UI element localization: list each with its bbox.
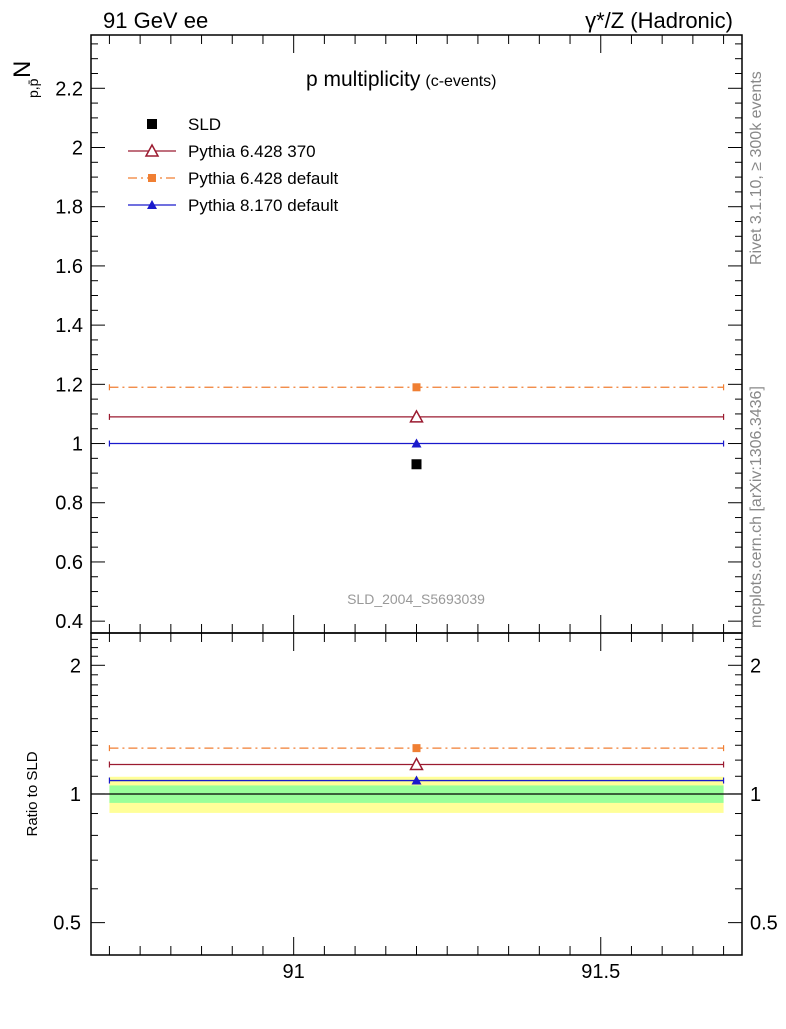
- main-series-marker: [412, 383, 421, 392]
- legend-marker: [147, 119, 157, 129]
- main-ytick-label: 1.8: [55, 197, 83, 219]
- main-series-markers: [409, 383, 424, 470]
- ratio-ytick-label-left: 0.5: [53, 913, 81, 935]
- main-ytick-label: 1.6: [55, 256, 83, 278]
- main-ylabel: N p,p̄: [9, 61, 41, 98]
- main-series-marker: [409, 409, 424, 423]
- ratio-ytick-label-right: 2: [750, 655, 761, 677]
- analysis-watermark: SLD_2004_S5693039: [347, 591, 485, 607]
- ratio-ytick-label-right: 0.5: [750, 913, 778, 935]
- ratio-series-marker: [412, 744, 421, 753]
- legend-entry-label: Pythia 6.428 default: [188, 169, 339, 188]
- main-axis-ticks: 0.4 0.6 0.8 1 1.2 1.4 1.6 1.8 2 2.2: [55, 35, 742, 633]
- header-left: 91 GeV ee: [103, 8, 208, 33]
- main-title: p multiplicity (c-events): [306, 68, 497, 91]
- legend-marker: [144, 143, 160, 157]
- ratio-ylabel: Ratio to SLD: [24, 751, 41, 836]
- legend-marker: [148, 174, 156, 182]
- ratio-series-marker: [409, 756, 424, 771]
- main-ytick-label: 2.2: [55, 78, 83, 100]
- rivet-label: Rivet 3.1.10, ≥ 300k events: [748, 71, 765, 265]
- main-series-marker: [411, 459, 422, 470]
- ratio-axis-ticks: 0.5 0.5 1 1 2 2: [53, 633, 778, 955]
- legend-marker: [147, 200, 157, 209]
- legend-entry-label: Pythia 6.428 370: [188, 142, 316, 161]
- legend: SLD Pythia 6.428 370 Pythia 6.428 default P…: [128, 115, 339, 215]
- ratio-series-marker: [411, 775, 422, 785]
- mcplots-label: mcplots.cern.ch [arXiv:1306.3436]: [748, 386, 765, 628]
- legend-entry-label: SLD: [188, 115, 221, 134]
- main-ytick-label: 0.4: [55, 611, 83, 633]
- main-ylabel-text: N: [9, 61, 36, 78]
- main-ytick-label: 2: [72, 137, 83, 159]
- main-series-marker: [411, 438, 422, 448]
- main-ylabel-sub: p,p̄: [25, 78, 41, 98]
- main-ytick-label: 1.2: [55, 374, 83, 396]
- main-ytick-label: 0.6: [55, 552, 83, 574]
- ratio-series-markers: [409, 744, 424, 785]
- x-tick-label: 91.5: [581, 961, 620, 983]
- x-tick-labels: 91 91.5: [283, 961, 621, 983]
- main-ytick-label: 1.4: [55, 315, 83, 337]
- ratio-ytick-label-right: 1: [750, 784, 761, 806]
- legend-entry-label: Pythia 8.170 default: [188, 196, 339, 215]
- ratio-ytick-label-left: 1: [70, 784, 81, 806]
- main-ytick-label: 1: [72, 434, 83, 456]
- main-ytick-label: 0.8: [55, 493, 83, 515]
- header-right: γ*/Z (Hadronic): [585, 8, 733, 33]
- ratio-frame: [90, 632, 743, 956]
- x-tick-label: 91: [283, 961, 305, 983]
- ratio-ytick-label-left: 2: [70, 655, 81, 677]
